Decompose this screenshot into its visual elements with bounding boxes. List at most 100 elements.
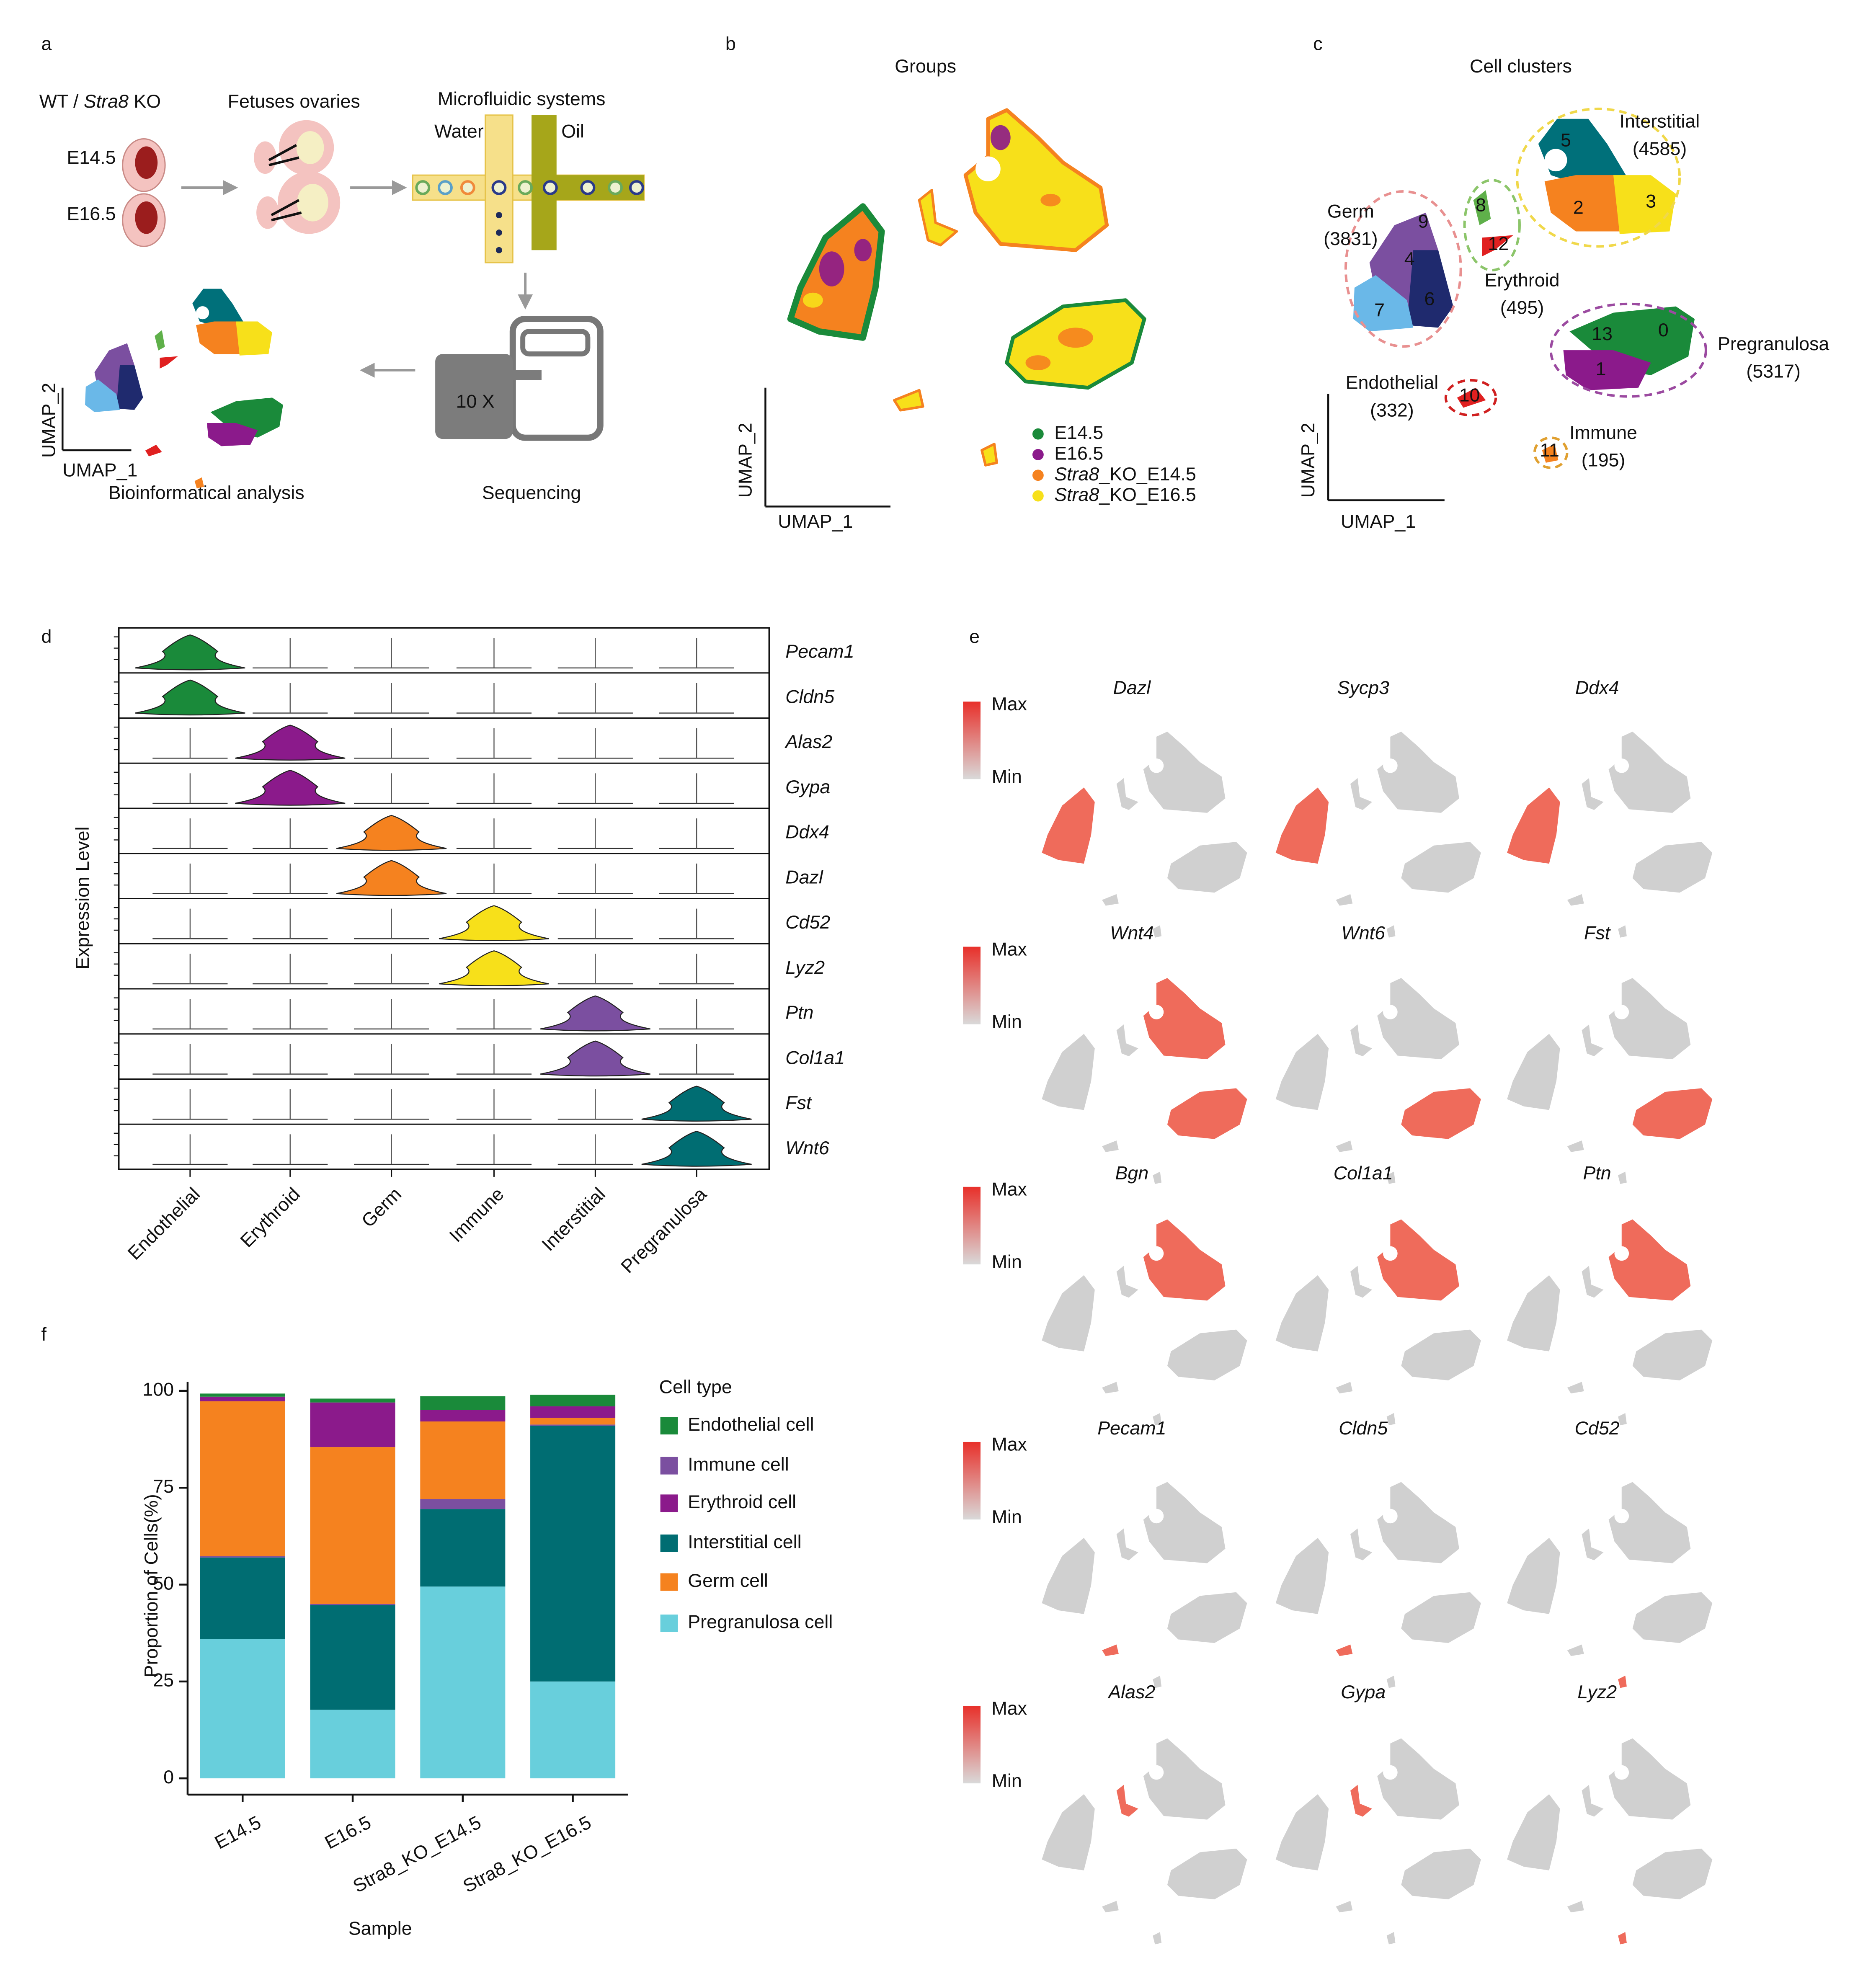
legend-swatch <box>660 1573 678 1591</box>
axis-label: UMAP_1 <box>62 460 137 481</box>
cell-patch <box>803 292 823 308</box>
cluster-outline <box>1344 190 1462 348</box>
cell-cloud <box>1386 1932 1396 1945</box>
cell-cloud <box>1567 1644 1584 1656</box>
cell-cloud <box>1116 778 1138 810</box>
cell-cloud <box>1042 1275 1095 1352</box>
bead <box>608 180 623 195</box>
cell-cloud <box>1275 1537 1329 1614</box>
cluster-cells <box>85 379 120 412</box>
cell-cloud <box>981 443 998 467</box>
bar-segment <box>530 1395 616 1406</box>
gene-label: Fst <box>1584 922 1611 943</box>
cell-cloud <box>1350 1785 1373 1817</box>
cell-cloud <box>1275 1275 1329 1352</box>
cluster-number: 12 <box>1488 233 1509 254</box>
cell-cloud <box>1618 1413 1627 1426</box>
scale-min: Min <box>992 1770 1022 1791</box>
step-label: Fetuses ovaries <box>228 91 360 112</box>
step-label: Sequencing <box>482 482 581 503</box>
cluster-outline <box>1533 436 1569 469</box>
cluster-group-count: (495) <box>1500 297 1544 318</box>
legend-swatch <box>660 1494 678 1512</box>
cell-cloud <box>1102 1901 1119 1913</box>
scale-max: Max <box>991 1698 1027 1719</box>
cluster-group-count: (4585) <box>1633 138 1687 159</box>
cluster-cells <box>1407 250 1453 328</box>
cell-cloud <box>1116 1528 1138 1561</box>
cluster-group-count: (3831) <box>1324 228 1378 249</box>
cluster-cells <box>1457 387 1486 408</box>
cell-cloud <box>1336 1140 1353 1152</box>
map-hole <box>1614 1765 1629 1780</box>
cluster-outline <box>1549 302 1707 398</box>
cell-cloud <box>918 188 958 247</box>
pointer <box>268 156 299 167</box>
heat-scale <box>963 947 981 1024</box>
genotype-part: Stra8 <box>84 91 129 112</box>
violin <box>235 725 346 761</box>
legend-title: Cell type <box>659 1376 732 1397</box>
category-label: Endothelial <box>124 1184 204 1264</box>
panel-label: c <box>1313 33 1322 54</box>
map-hole <box>1383 758 1398 773</box>
y-tick-label: 0 <box>163 1767 174 1788</box>
cell-cloud <box>1275 1034 1329 1110</box>
cell-cloud <box>1582 778 1604 810</box>
gene-label: Alas2 <box>1107 1682 1155 1702</box>
cell-cloud <box>1618 925 1627 938</box>
cluster-outline <box>1444 379 1497 417</box>
bar-segment <box>420 1410 506 1421</box>
cell-cloud <box>1507 787 1560 864</box>
cluster-number: 0 <box>1658 320 1669 340</box>
cell-cloud <box>893 389 924 412</box>
gene-label: Col1a1 <box>785 1047 845 1068</box>
cell-cloud <box>1377 1738 1459 1820</box>
cell-cloud <box>1507 1034 1560 1110</box>
panel-title: Groups <box>895 56 956 77</box>
legend-part: Stra8 <box>1054 464 1099 485</box>
legend-swatch <box>660 1615 678 1632</box>
cell-cloud <box>1386 1171 1396 1184</box>
stage-label: E16.5 <box>67 204 116 224</box>
bar-segment <box>310 1605 395 1710</box>
cell-cloud <box>1143 1482 1226 1563</box>
feature-map <box>1507 731 1713 938</box>
cell-cloud <box>1618 1675 1627 1688</box>
violin <box>135 679 245 716</box>
cell-cloud <box>1567 1901 1584 1913</box>
cell-patch <box>990 125 1011 150</box>
cell-cloud <box>1401 1088 1481 1139</box>
violin <box>235 770 346 806</box>
gene-label: Dazl <box>1113 677 1151 698</box>
gene-label: Col1a1 <box>1334 1163 1393 1184</box>
cluster-number: 6 <box>1424 289 1435 310</box>
cell-cloud <box>1632 1848 1713 1900</box>
cluster-number: 7 <box>1374 299 1385 320</box>
stage-label: E14.5 <box>67 147 116 168</box>
feature-map <box>1507 1738 1713 1945</box>
cell-cloud <box>1153 1413 1162 1426</box>
cell-cloud <box>1102 1140 1119 1152</box>
cell-cloud <box>1582 1266 1604 1298</box>
gene-label: Cd52 <box>1575 1418 1620 1439</box>
axis-label: UMAP_2 <box>735 423 756 498</box>
cell-cloud <box>1042 1537 1095 1614</box>
feature-map <box>1507 1482 1713 1688</box>
category-label: Pregranulosa <box>617 1184 711 1277</box>
cluster-group-name: Pregranulosa <box>1718 333 1829 354</box>
cluster-group-count: (5317) <box>1746 361 1800 382</box>
feature-map <box>1275 731 1481 938</box>
scale-max: Max <box>991 939 1027 960</box>
cell-cloud <box>1153 1675 1162 1688</box>
legend-swatch <box>660 1534 678 1552</box>
panel-title: Cell clusters <box>1470 56 1572 77</box>
cell-cloud <box>1350 778 1373 810</box>
legend-label: Stra8_KO_E14.5 <box>1054 464 1196 485</box>
y-tick-label: 25 <box>153 1670 174 1691</box>
category-label: Erythroid <box>236 1184 304 1251</box>
category-label: Interstitial <box>538 1184 609 1255</box>
cell-cloud <box>1608 731 1691 813</box>
feature-map <box>1507 978 1713 1184</box>
cell-cloud <box>1167 842 1247 893</box>
